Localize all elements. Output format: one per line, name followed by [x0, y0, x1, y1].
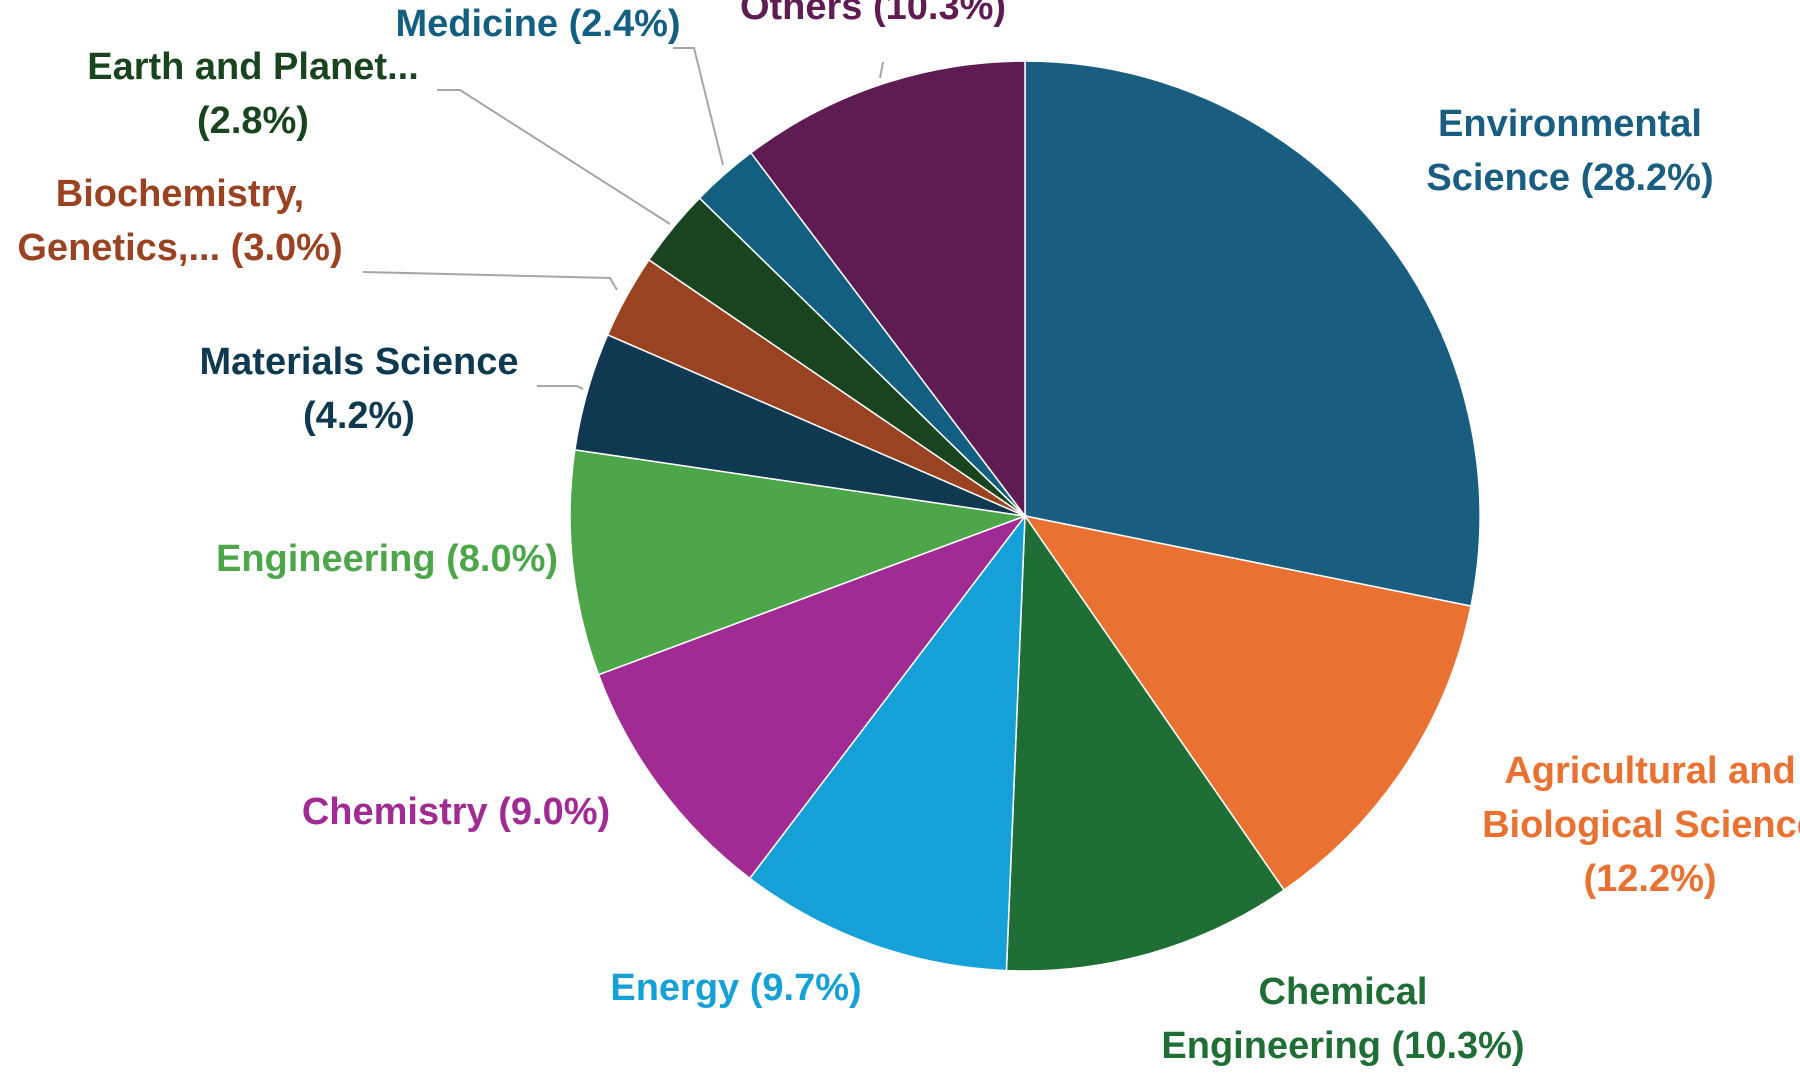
slice-label: Energy (9.7%): [610, 967, 861, 1009]
slice-label: Agricultural and Biological Science (12.2%…: [1482, 750, 1800, 900]
slice-label-line: Chemical: [1259, 971, 1428, 1013]
slice-label: Chemistry (9.0%): [302, 791, 610, 833]
slice-label: Engineering (8.0%): [216, 538, 558, 580]
leader-line: [673, 47, 724, 166]
slice-label-line: Earth and Planet...: [87, 46, 419, 88]
leader-lines: [362, 47, 884, 390]
slice-label-line: Environmental: [1438, 103, 1702, 145]
slice-label: Environmental Science (28.2%): [1426, 103, 1713, 199]
slice-label-line: Biochemistry,: [56, 173, 304, 215]
slice-label-line: Energy (9.7%): [610, 967, 861, 1009]
slice-label: Earth and Planet... (2.8%): [87, 46, 419, 142]
slice-label-line: Others (10.3%): [740, 0, 1006, 28]
pie-slice-chemistry: [597, 514, 1028, 880]
slice-label-line: Engineering (8.0%): [216, 538, 558, 580]
pie-slice-agricultural-and-biological-science: [1023, 514, 1472, 892]
slice-label-line: Genetics,... (3.0%): [17, 227, 342, 269]
slice-label-line: Materials Science: [200, 341, 519, 383]
slice-label: Chemical Engineering (10.3%): [1161, 971, 1524, 1067]
slice-label-line: Chemistry (9.0%): [302, 791, 610, 833]
pie-slices: [569, 60, 1481, 972]
pie-slice-energy: [748, 513, 1026, 972]
slice-label: Others (10.3%): [740, 0, 1006, 28]
slice-label-line: Science (28.2%): [1426, 157, 1713, 199]
slice-labels: Environmental Science (28.2%) Agricultural…: [17, 0, 1800, 1067]
leader-line: [879, 61, 884, 79]
pie-slice-chemical-engineering: [1005, 513, 1286, 972]
leader-line: [537, 385, 584, 390]
slice-label-line: (2.8%): [197, 100, 309, 142]
leader-line: [437, 89, 671, 225]
slice-label-line: Engineering (10.3%): [1161, 1025, 1524, 1067]
pie-slice-others: [749, 60, 1026, 519]
slice-label: Medicine (2.4%): [395, 3, 680, 45]
pie-slice-environmental-science: [1024, 60, 1481, 607]
slice-label-line: (12.2%): [1583, 858, 1716, 900]
slice-label-line: Biological Science: [1482, 804, 1800, 846]
slice-label-line: Agricultural and: [1504, 750, 1795, 792]
leader-line: [362, 271, 618, 291]
pie-slice-engineering: [569, 448, 1026, 676]
slice-label: Biochemistry, Genetics,... (3.0%): [17, 173, 342, 269]
slice-label-line: (4.2%): [303, 395, 415, 437]
slice-label: Materials Science (4.2%): [200, 341, 519, 437]
slice-label-line: Medicine (2.4%): [395, 3, 680, 45]
